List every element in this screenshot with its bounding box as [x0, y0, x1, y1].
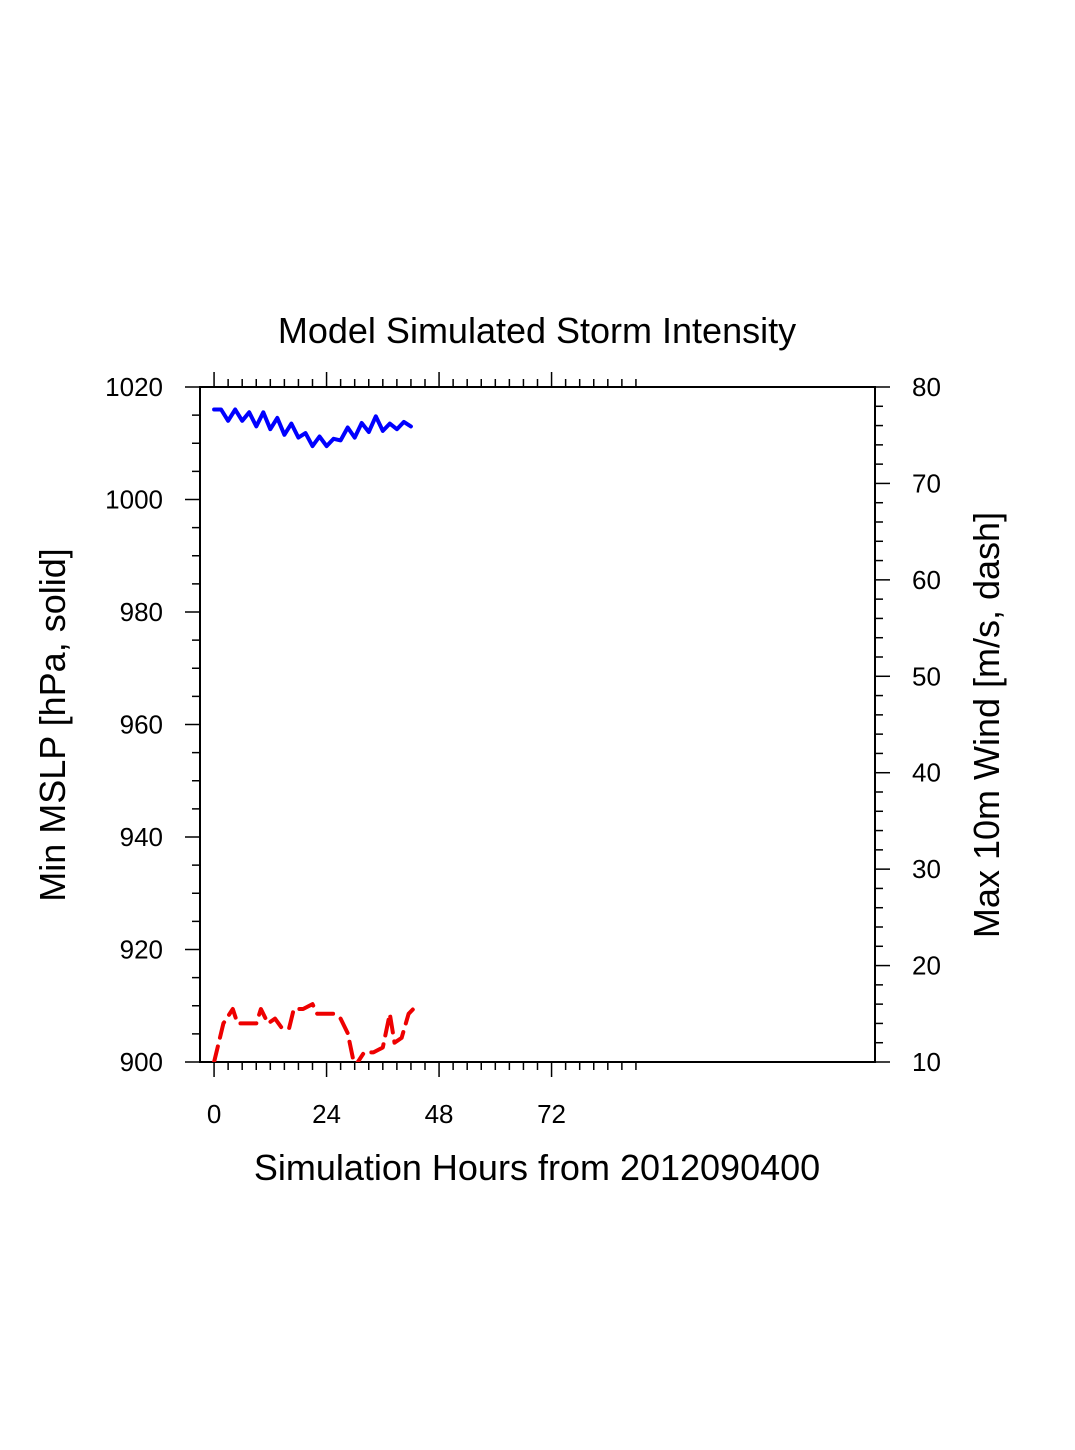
- right-y-tick-label: 50: [912, 661, 941, 691]
- right-y-tick-label: 60: [912, 565, 941, 595]
- left-y-tick-label: 960: [120, 710, 163, 740]
- chart-title: Model Simulated Storm Intensity: [278, 310, 796, 351]
- right-y-tick-label: 10: [912, 1047, 941, 1077]
- left-y-tick-label: 940: [120, 822, 163, 852]
- right-y-tick-label: 20: [912, 951, 941, 981]
- plot-frame: [199, 386, 876, 1063]
- min-mslp-solid-line: [212, 407, 413, 449]
- max-wind-dashed-line: [212, 1002, 416, 1062]
- axis-ticks: [185, 372, 890, 1077]
- left-y-tick-label: 920: [120, 935, 163, 965]
- left-y-tick-label: 900: [120, 1047, 163, 1077]
- left-y-axis-title: Min MSLP [hPa, solid]: [32, 548, 73, 902]
- right-y-axis-title: Max 10m Wind [m/s, dash]: [966, 512, 1007, 938]
- x-tick-label: 0: [207, 1099, 221, 1129]
- left-y-tick-label: 1000: [105, 485, 163, 515]
- x-tick-label: 48: [425, 1099, 454, 1129]
- right-y-tick-label: 40: [912, 758, 941, 788]
- data-series: [212, 407, 416, 1062]
- x-axis-title: Simulation Hours from 2012090400: [254, 1147, 820, 1188]
- left-y-tick-label: 1020: [105, 372, 163, 402]
- x-tick-label: 72: [537, 1099, 566, 1129]
- right-y-tick-label: 70: [912, 468, 941, 498]
- right-y-tick-label: 80: [912, 372, 941, 402]
- left-y-tick-label: 980: [120, 597, 163, 627]
- right-y-tick-label: 30: [912, 854, 941, 884]
- tick-labels: 9009209409609801000102010203040506070800…: [105, 372, 941, 1129]
- x-tick-label: 24: [312, 1099, 341, 1129]
